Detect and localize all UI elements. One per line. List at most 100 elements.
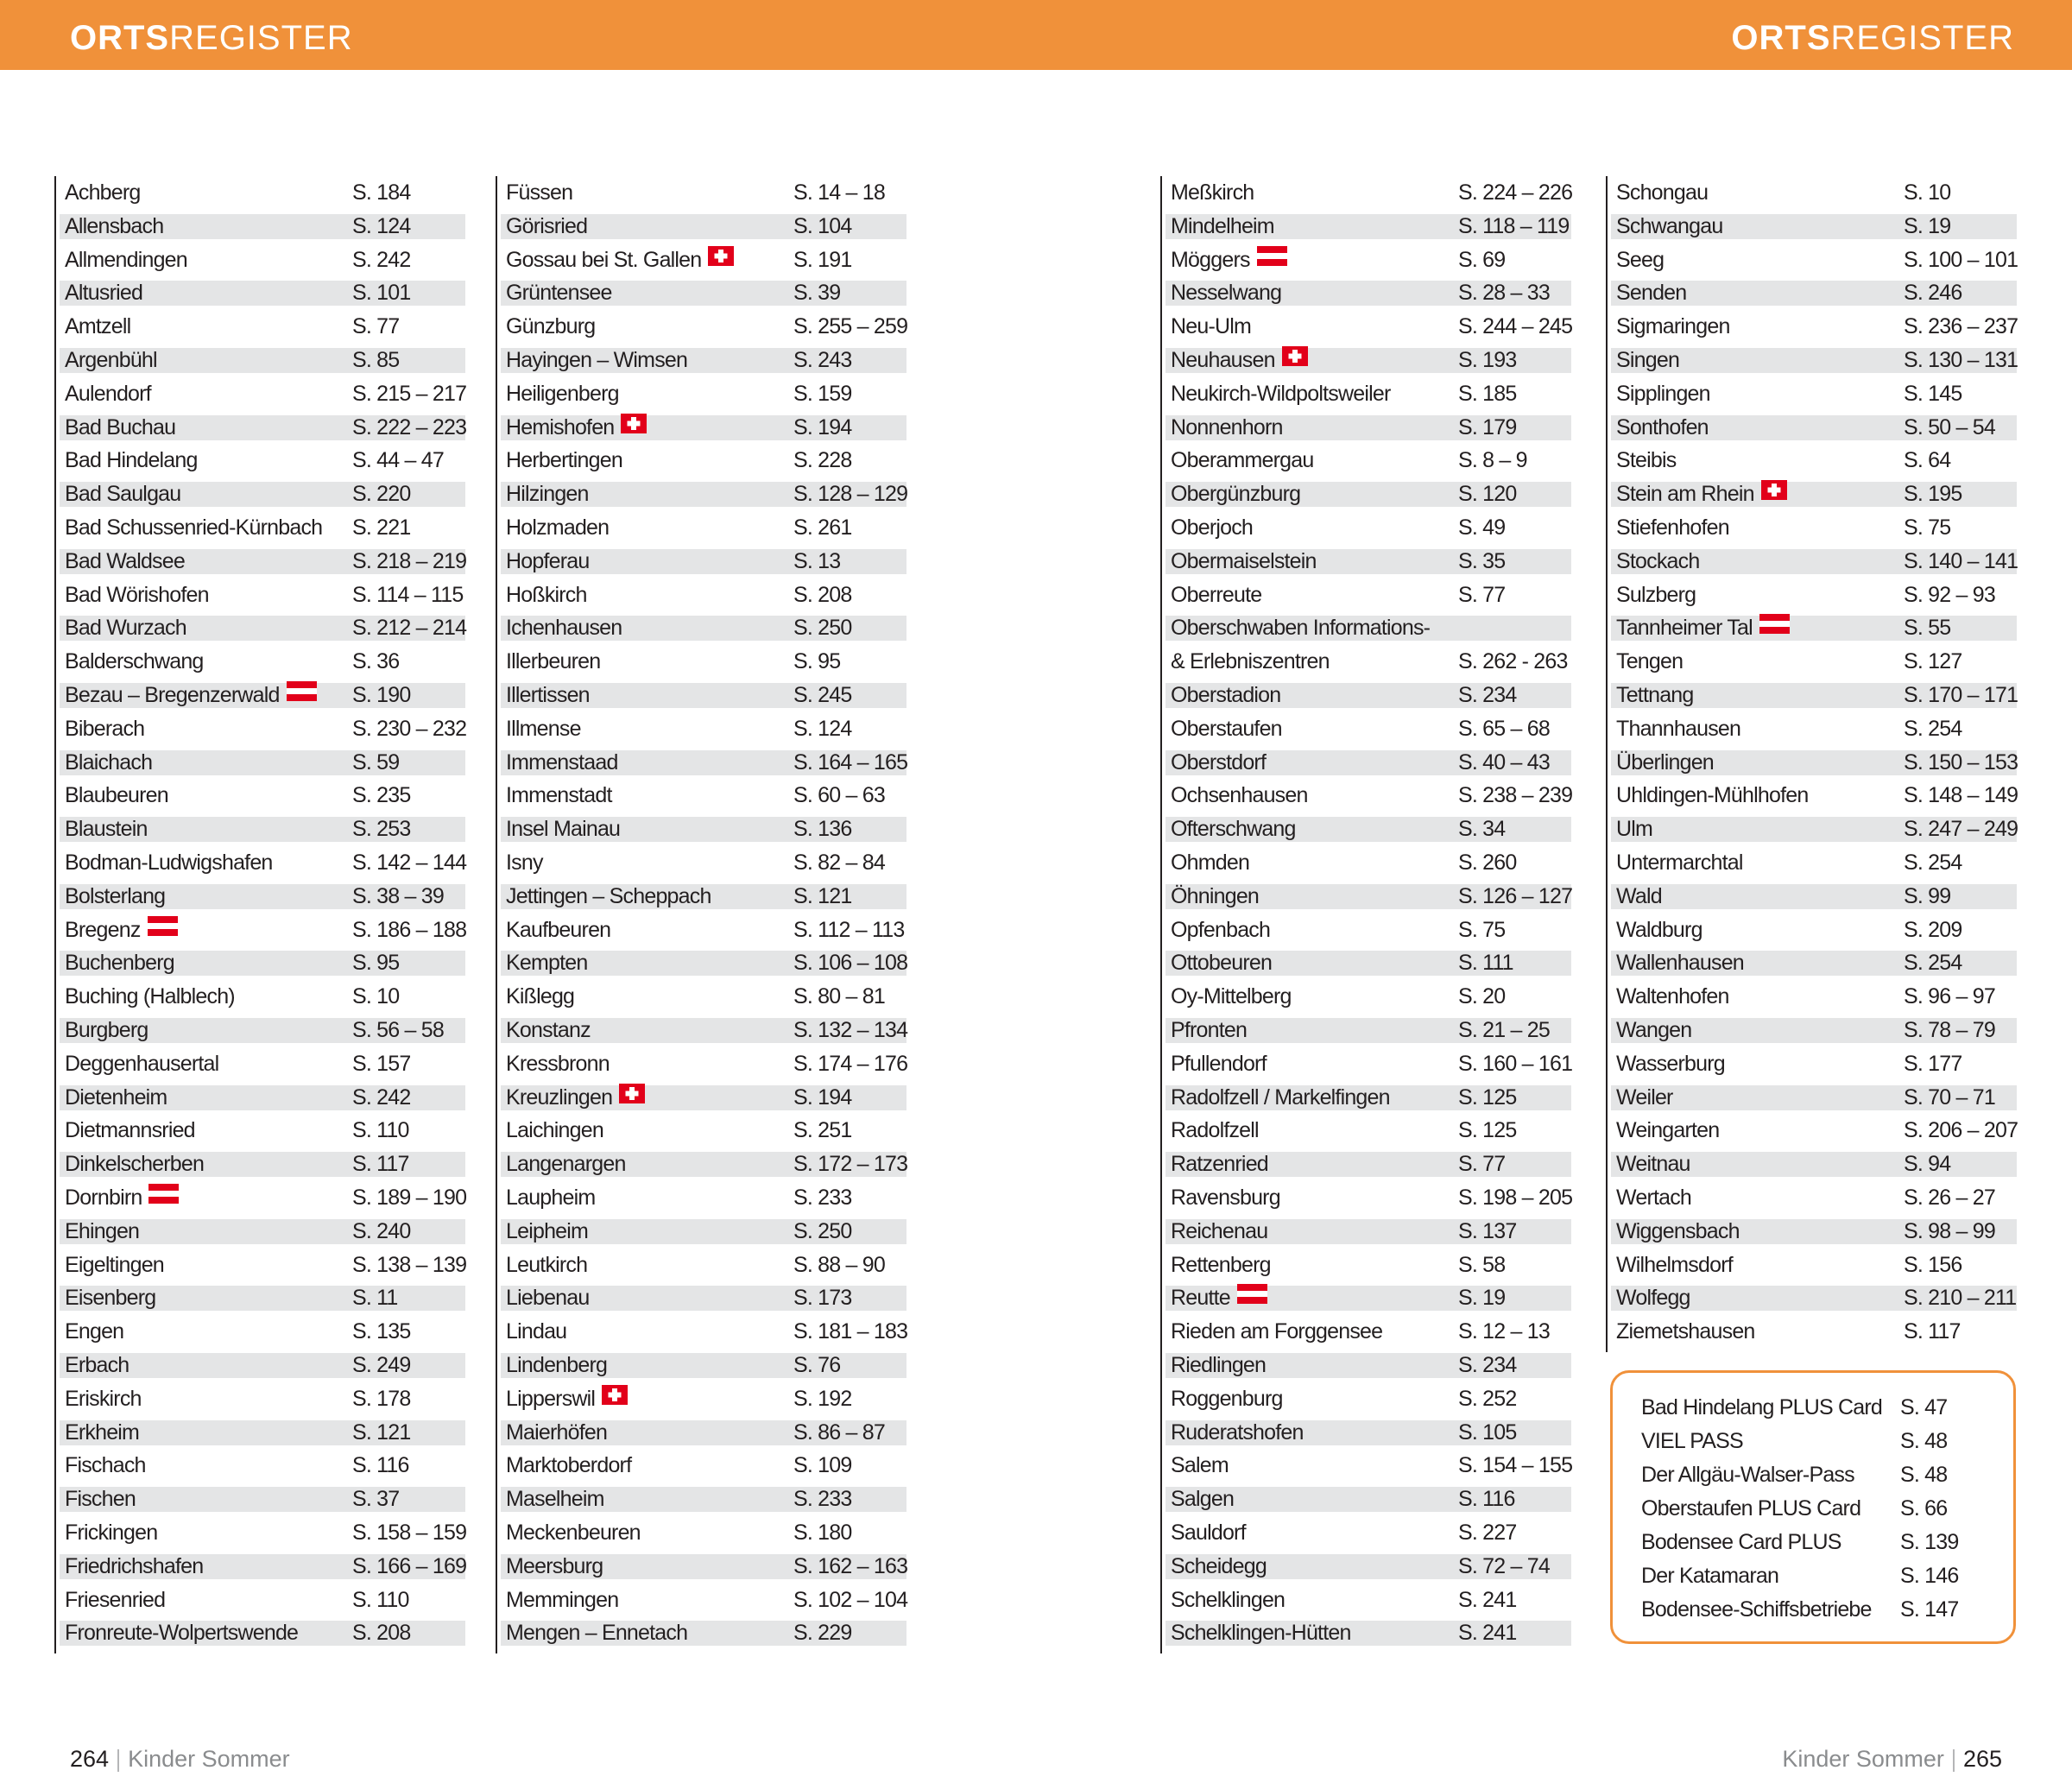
card-row: Bodensee-Schiffsbetriebe S. 147 [1613, 1593, 1993, 1627]
page-ref: S. 251 [793, 1118, 852, 1143]
place-name: Frickingen [65, 1521, 158, 1545]
page-ref: S. 262 - 263 [1458, 649, 1568, 674]
page-ref: S. 36 [352, 649, 400, 674]
page-ref: S. 142 – 144 [352, 850, 467, 875]
page-ref: S. 66 [1900, 1496, 1948, 1521]
page-ref: S. 148 – 149 [1904, 783, 2018, 808]
place-name: Friedrichshafen [65, 1553, 204, 1578]
index-row: Sonthofen S. 50 – 54 [1608, 411, 2017, 445]
card-name: Bodensee Card PLUS [1641, 1530, 1841, 1554]
place-name: Sigmaringen [1616, 314, 1730, 339]
row-stripe [501, 1487, 906, 1513]
page-ref: S. 86 – 87 [793, 1419, 886, 1445]
row-stripe [60, 482, 465, 508]
index-row: Neukirch-Wildpoltsweiler S. 185 [1162, 377, 1571, 411]
flag-graphic [708, 245, 735, 266]
place-name: Roggenburg [1171, 1386, 1283, 1411]
index-row: Stein am Rhein S. 195 [1608, 477, 2017, 511]
row-stripe [1611, 482, 2017, 508]
place-name: Dietenheim [65, 1084, 167, 1110]
page-ref: S. 94 [1904, 1152, 1951, 1177]
index-row: Altusried S. 101 [56, 276, 465, 310]
index-row: Leutkirch S. 88 – 90 [497, 1249, 906, 1282]
row-stripe [60, 548, 465, 574]
flag-graphic [1759, 614, 1790, 635]
place-name: Gossau bei St. Gallen [506, 243, 735, 277]
page-ref: S. 98 – 99 [1904, 1218, 1996, 1243]
place-name: Kreuzlingen [506, 1081, 646, 1115]
page-ref: S. 156 [1904, 1252, 1962, 1277]
place-name: Wald [1616, 883, 1663, 908]
page-ref: S. 120 [1458, 482, 1517, 507]
index-row: Maierhöfen S. 86 – 87 [497, 1416, 906, 1450]
index-row: Blaustein S. 253 [56, 812, 465, 846]
place-name: Oberjoch [1171, 515, 1254, 540]
page-ref: S. 14 – 18 [793, 180, 886, 205]
index-row: Roggenburg S. 252 [1162, 1382, 1571, 1416]
flag-switzerland [1760, 477, 1787, 510]
index-row: Tannheimer Tal S. 55 [1608, 611, 2017, 645]
index-column: Schongau S. 10 Schwangau S. 19 Seeg S. 100 – … [1606, 176, 2018, 1352]
row-stripe [1166, 883, 1571, 909]
footer-left: 264 Kinder Sommer [70, 1742, 290, 1776]
book-title: Kinder Sommer [1782, 1746, 1944, 1772]
place-name: Bad Hindelang [65, 448, 198, 473]
place-name: Mindelheim [1171, 213, 1275, 238]
row-stripe [60, 817, 465, 843]
index-row: Ulm S. 247 – 249 [1608, 812, 2018, 846]
row-stripe [1611, 1018, 2017, 1043]
page-ref: S. 229 [793, 1621, 852, 1646]
place-name: Füssen [506, 180, 573, 205]
page-ref: S. 105 [1458, 1419, 1517, 1445]
place-name: Hilzingen [506, 482, 589, 507]
page-ref: S. 19 [1904, 213, 1951, 238]
index-row: Illerbeuren S. 95 [497, 645, 906, 679]
place-name: Grüntensee [506, 281, 612, 306]
row-stripe [501, 348, 906, 373]
place-name: Ravensburg [1171, 1186, 1281, 1210]
place-name: Radolfzell [1171, 1118, 1260, 1143]
index-row: Ehingen S. 240 [56, 1215, 465, 1249]
row-stripe [1166, 213, 1571, 239]
page-ref: S. 48 [1900, 1429, 1948, 1453]
index-row: Kißlegg S. 80 – 81 [497, 980, 906, 1014]
index-row: Überlingen S. 150 – 153 [1608, 746, 2018, 780]
page-ref: S. 139 [1900, 1530, 1959, 1554]
index-column: Achberg S. 184 Allensbach S. 124 Allmendinge… [54, 176, 467, 1654]
place-name: Kressbronn [506, 1051, 610, 1076]
index-row: Bad Saulgau S. 220 [56, 477, 465, 511]
flag-switzerland [621, 410, 648, 444]
place-name: Holzmaden [506, 515, 610, 540]
index-row: Wald S. 99 [1608, 880, 2017, 914]
page-ref: S. 19 [1458, 1286, 1506, 1311]
place-name: Waltenhofen [1616, 984, 1729, 1009]
place-name: Aulendorf [65, 381, 152, 406]
index-row: Sauldorf S. 227 [1162, 1516, 1571, 1550]
place-name: Ratzenried [1171, 1152, 1269, 1177]
place-name: Bolsterlang [65, 883, 166, 908]
place-name: Isny [506, 850, 543, 875]
index-row: Stockach S. 140 – 141 [1608, 545, 2018, 579]
row-stripe [501, 817, 906, 843]
place-name: Senden [1616, 281, 1687, 306]
index-row: Schwangau S. 19 [1608, 210, 2017, 243]
page-ref: S. 102 – 104 [793, 1587, 908, 1612]
place-name: Hoßkirch [506, 582, 587, 607]
row-stripe [60, 1353, 465, 1378]
index-row: Neuhausen S. 193 [1162, 344, 1571, 377]
index-row: Fischach S. 116 [56, 1449, 465, 1483]
row-stripe [60, 616, 465, 642]
place-name: Sonthofen [1616, 414, 1709, 439]
row-stripe [1166, 1553, 1571, 1579]
index-row: Hopferau S. 13 [497, 545, 906, 579]
place-name: Burgberg [65, 1018, 148, 1042]
place-name: Bad Saulgau [65, 482, 181, 507]
place-name: Görisried [506, 213, 588, 238]
index-row: Seeg S. 100 – 101 [1608, 243, 2018, 277]
index-row: Oberreute S. 77 [1162, 579, 1571, 612]
index-row: Engen S. 135 [56, 1315, 465, 1349]
place-name: Sauldorf [1171, 1521, 1247, 1545]
index-row: Blaubeuren S. 235 [56, 779, 465, 812]
place-name: Oberstaufen [1171, 716, 1283, 741]
page-ref: S. 254 [1904, 716, 1962, 741]
